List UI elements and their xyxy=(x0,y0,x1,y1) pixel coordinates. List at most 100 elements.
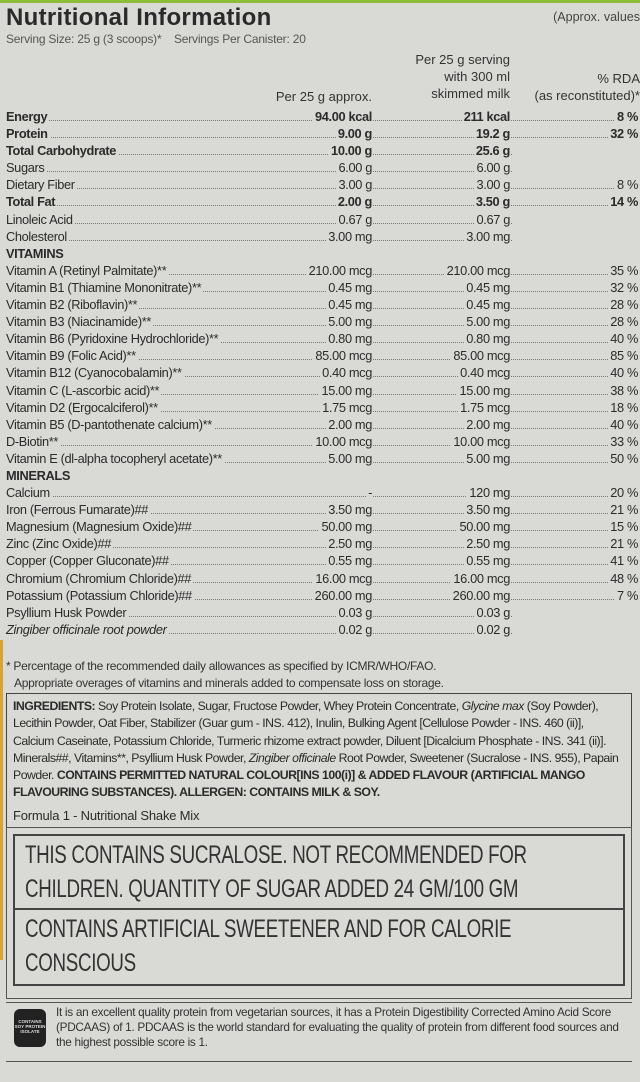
dot-leader xyxy=(6,239,636,241)
nutrient-name: Copper (Copper Gluconate)## xyxy=(6,552,171,570)
nutrient-row: Total Carbohydrate 10.00 g 25.6 g xyxy=(0,142,640,160)
blank-rda xyxy=(512,159,640,177)
sucralose-warning: THIS CONTAINS SUCRALOSE. NOT RECOMMENDED… xyxy=(25,840,527,903)
ingredients-box: INGREDIENTS: Soy Protein Isolate, Sugar,… xyxy=(6,693,632,806)
dot-leader xyxy=(6,325,636,327)
per-25g-value: 1.75 mcg xyxy=(320,398,372,416)
rda-value: 21 % xyxy=(608,535,638,553)
soy-protein-badge: CONTAINS SOY PROTEIN ISOLATE xyxy=(14,1008,46,1047)
blank-rda xyxy=(512,227,640,245)
col3-header-line: (as reconstituted)* xyxy=(534,88,640,103)
per-25g-value: 0.40 mcg xyxy=(320,364,372,382)
with-milk-value: 19.2 g xyxy=(473,125,510,143)
serving-info: Serving Size: 25 g (3 scoops)* Servings … xyxy=(6,32,306,46)
dot-leader xyxy=(6,496,636,498)
per-25g-value: 50.00 mg xyxy=(319,518,372,536)
nutrition-table: Energy 94.00 kcal 211 kcal 8 % Protein 9.00 g… xyxy=(0,108,640,638)
rda-value: 8 % xyxy=(614,176,638,194)
with-milk-value: 3.00 g xyxy=(474,176,510,194)
per-25g-value: 0.67 g xyxy=(336,210,372,228)
with-milk-value: 5.00 mg xyxy=(464,313,510,331)
nutrient-row: Magnesium (Magnesium Oxide)## 50.00 mg 50.… xyxy=(0,518,640,536)
nutrient-name: Potassium (Potassium Chloride)## xyxy=(6,586,194,604)
dot-leader xyxy=(6,547,636,549)
nutrient-row: Potassium (Potassium Chloride)## 260.00 m… xyxy=(0,586,640,604)
dot-leader xyxy=(6,632,636,634)
col2-header-line: with 300 ml xyxy=(444,69,510,84)
with-milk-value: 2.00 mg xyxy=(464,415,510,433)
lower-section: INGREDIENTS: Soy Protein Isolate, Sugar,… xyxy=(6,693,632,1062)
nutrient-name: Vitamin B2 (Riboflavin)** xyxy=(6,296,140,314)
per-25g-value: 16.00 mcg xyxy=(313,569,372,587)
with-milk-value: 0.45 mg xyxy=(464,296,510,314)
sweetener-warning-box: CONTAINS ARTIFICIAL SWEETENER AND FOR CA… xyxy=(13,909,625,986)
ingredients-text: Soy Protein Isolate, Sugar, Fructose Pow… xyxy=(95,699,462,713)
rda-value: 85 % xyxy=(608,347,638,365)
per-25g-value: 10.00 g xyxy=(329,142,372,160)
footnote: Appropriate overages of vitamins and min… xyxy=(14,676,444,690)
dot-leader xyxy=(6,188,636,190)
with-milk-value: 85.00 mcg xyxy=(451,347,510,365)
nutrient-row: Calcium - 120 mg 20 % xyxy=(0,484,640,502)
rda-value: 38 % xyxy=(608,381,638,399)
nutrient-name: Vitamin B6 (Pyridoxine Hydrochloride)** xyxy=(6,330,221,348)
rda-value: 21 % xyxy=(608,501,638,519)
nutrient-name: Psyllium Husk Powder xyxy=(6,603,129,621)
per-25g-value: 3.50 mg xyxy=(326,501,372,519)
nutrient-name: Vitamin B3 (Niacinamide)** xyxy=(6,313,154,331)
nutrient-name: Vitamin B12 (Cyanocobalamin)** xyxy=(6,364,184,382)
rda-value: 14 % xyxy=(608,193,638,211)
per-25g-value: 10.00 mcg xyxy=(313,432,372,450)
dot-leader xyxy=(6,137,636,139)
rda-value: 40 % xyxy=(608,330,638,348)
nutrient-row: Vitamin B12 (Cyanocobalamin)** 0.40 mcg 0.… xyxy=(0,364,640,382)
rda-value: 40 % xyxy=(608,415,638,433)
with-milk-value: 211 kcal xyxy=(461,108,510,125)
per-25g-value: 210.00 mcg xyxy=(306,261,372,279)
rda-value: 40 % xyxy=(608,364,638,382)
per-25g-value: 2.00 mg xyxy=(326,415,372,433)
nutrient-name: Total Carbohydrate xyxy=(6,142,119,160)
per-25g-value: 9.00 g xyxy=(335,125,372,143)
nutrient-name: Vitamin E (dl-alpha tocopheryl acetate)*… xyxy=(6,449,224,467)
with-milk-value: 3.00 mg xyxy=(464,227,510,245)
nutrient-row: Copper (Copper Gluconate)## 0.55 mg 0.55 m… xyxy=(0,552,640,570)
page-title: Nutritional Information xyxy=(6,4,272,31)
with-milk-value: 0.55 mg xyxy=(464,552,510,570)
section-heading: MINERALS xyxy=(0,466,640,484)
nutrient-name: Vitamin D2 (Ergocalciferol)** xyxy=(6,398,160,416)
ingredients-italic: Glycine max xyxy=(461,699,525,713)
protein-note-section: CONTAINS SOY PROTEIN ISOLATE It is an ex… xyxy=(6,1001,632,1062)
nutrient-row: Dietary Fiber 3.00 g 3.00 g 8 % xyxy=(0,176,640,194)
ingredients-allergen: CONTAINS PERMITTED NATURAL COLOUR[INS 10… xyxy=(13,768,585,800)
nutrient-row: Chromium (Chromium Chloride)## 16.00 mcg 1… xyxy=(0,569,640,587)
nutrient-name: Dietary Fiber xyxy=(6,176,77,194)
dot-leader xyxy=(6,171,636,173)
with-milk-value: 15.00 mg xyxy=(457,381,510,399)
servings-per-canister: Servings Per Canister: 20 xyxy=(173,32,306,46)
dot-leader xyxy=(6,427,636,429)
per-25g-value: 0.45 mg xyxy=(326,296,372,314)
ingredients-label: INGREDIENTS: xyxy=(13,699,96,713)
rda-value: 41 % xyxy=(608,552,638,570)
blank-rda xyxy=(512,603,640,621)
nutrient-row: Zinc (Zinc Oxide)## 2.50 mg 2.50 mg 21 % xyxy=(0,535,640,553)
nutrient-row: Cholesterol 3.00 mg 3.00 mg xyxy=(0,227,640,245)
blank-rda xyxy=(512,142,640,160)
rda-value: 33 % xyxy=(608,432,638,450)
per-25g-value: 15.00 mg xyxy=(319,381,372,399)
per-25g-value: 0.80 mg xyxy=(326,330,372,348)
with-milk-value: 2.50 mg xyxy=(464,535,510,553)
nutrient-row: Vitamin B6 (Pyridoxine Hydrochloride)** 0… xyxy=(0,330,640,348)
serving-size: Serving Size: 25 g (3 scoops)* xyxy=(6,32,162,46)
dot-leader xyxy=(6,513,636,515)
dot-leader xyxy=(6,342,636,344)
with-milk-value: 1.75 mcg xyxy=(458,398,510,416)
per-25g-value: 3.00 mg xyxy=(326,227,372,245)
rda-value: 32 % xyxy=(608,125,638,143)
blank-rda xyxy=(512,620,640,638)
dot-leader xyxy=(6,308,636,310)
with-milk-value: 120 mg xyxy=(467,484,510,502)
nutrient-row: Vitamin A (Retinyl Palmitate)** 210.00 mc… xyxy=(0,261,640,279)
nutrient-name: Vitamin C (L-ascorbic acid)** xyxy=(6,381,162,399)
